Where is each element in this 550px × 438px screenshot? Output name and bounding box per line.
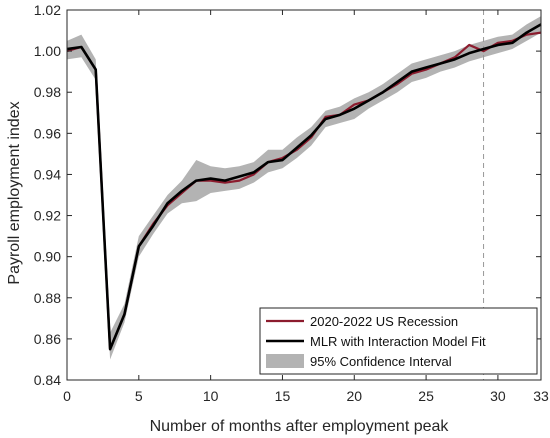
y-tick-label: 0.86	[34, 331, 61, 347]
y-tick-label: 0.88	[34, 290, 61, 306]
legend-entry-model-fit-label: MLR with Interaction Model Fit	[310, 334, 486, 349]
legend-box	[259, 307, 538, 375]
x-tick-label: 0	[63, 388, 71, 404]
x-tick-label: 15	[275, 388, 291, 404]
legend-entry-confidence-swatch	[266, 354, 304, 368]
confidence-band	[67, 16, 541, 360]
series-line-2	[66, 23, 542, 351]
x-tick-label: 33	[533, 388, 549, 404]
axes-frame	[66, 9, 542, 381]
y-tick-label: 0.94	[34, 166, 61, 182]
y-tick-label: 0.90	[34, 249, 61, 265]
x-axis-label: Number of months after employment peak	[150, 418, 450, 435]
y-tick-label: 0.84	[34, 372, 61, 388]
x-tick-label: 20	[346, 388, 362, 404]
y-tick-label: 0.96	[34, 125, 61, 141]
plot-area: 0 5 10 15 20 25 30 33 0.84 0.86 0.88 0.90 0.92 0.94 0.…	[34, 2, 549, 404]
x-tick-label: 30	[490, 388, 506, 404]
y-tick-label: 1.00	[34, 43, 61, 59]
x-tick-label: 5	[135, 388, 143, 404]
series-line-1	[66, 31, 542, 351]
y-tick-label: 1.02	[34, 2, 61, 18]
legend-entry-confidence-label: 95% Confidence Interval	[310, 354, 452, 369]
y-tick-label: 0.92	[34, 208, 61, 224]
y-tick-label: 0.98	[34, 84, 61, 100]
x-tick-label: 25	[418, 388, 434, 404]
x-tick-label: 10	[203, 388, 219, 404]
legend: 2020-2022 US Recession MLR with Interacti…	[259, 307, 538, 375]
legend-entry-recession-label: 2020-2022 US Recession	[310, 314, 458, 329]
y-axis-label: Payroll employment index	[6, 101, 23, 284]
